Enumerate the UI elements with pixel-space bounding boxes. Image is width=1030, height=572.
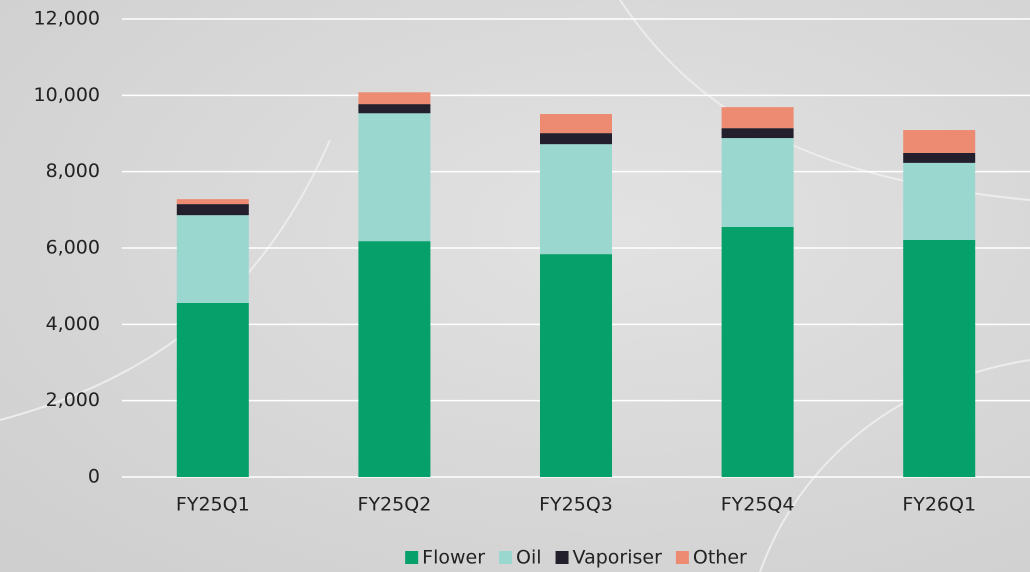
bar-segment xyxy=(176,302,249,477)
bar-segment xyxy=(540,254,612,477)
bar-segment xyxy=(358,92,431,105)
bar-segment xyxy=(358,104,431,114)
y-tick-label: 10,000 xyxy=(34,84,100,106)
legend-swatch xyxy=(499,551,513,564)
bar-segment xyxy=(903,152,976,163)
bar-segment xyxy=(176,215,249,303)
bar-segment xyxy=(358,113,431,242)
y-tick-label: 8,000 xyxy=(46,160,100,182)
legend-label: Other xyxy=(693,547,747,569)
bar-segment xyxy=(540,144,612,255)
bar-segment xyxy=(903,239,976,477)
legend-swatch xyxy=(555,551,569,564)
bar-segment xyxy=(358,241,431,477)
bar-segment xyxy=(176,204,249,216)
x-tick-label: FY25Q3 xyxy=(539,494,613,516)
y-tick-label: 0 xyxy=(88,466,100,488)
bar-segment xyxy=(721,138,794,228)
x-tick-label: FY25Q1 xyxy=(176,494,250,516)
bar-segment xyxy=(903,162,976,240)
x-tick-label: FY26Q1 xyxy=(902,494,976,516)
y-tick-label: 12,000 xyxy=(34,8,100,30)
bar-segment xyxy=(540,133,612,145)
legend-swatch xyxy=(675,551,689,564)
bar-segment xyxy=(903,130,976,153)
y-tick-label: 6,000 xyxy=(46,237,100,259)
legend-swatch xyxy=(405,551,419,564)
bar-segment xyxy=(176,199,249,205)
legend-label: Oil xyxy=(516,547,542,569)
legend-label: Vaporiser xyxy=(573,547,663,569)
y-tick-label: 4,000 xyxy=(46,313,100,335)
x-tick-label: FY25Q2 xyxy=(358,494,432,516)
y-tick-label: 2,000 xyxy=(46,389,100,411)
bar-segment xyxy=(721,227,794,477)
bar-segment xyxy=(721,128,794,139)
bar-segment xyxy=(540,114,612,134)
legend-label: Flower xyxy=(422,547,485,569)
x-tick-label: FY25Q4 xyxy=(721,494,795,516)
bar-segment xyxy=(721,107,794,129)
